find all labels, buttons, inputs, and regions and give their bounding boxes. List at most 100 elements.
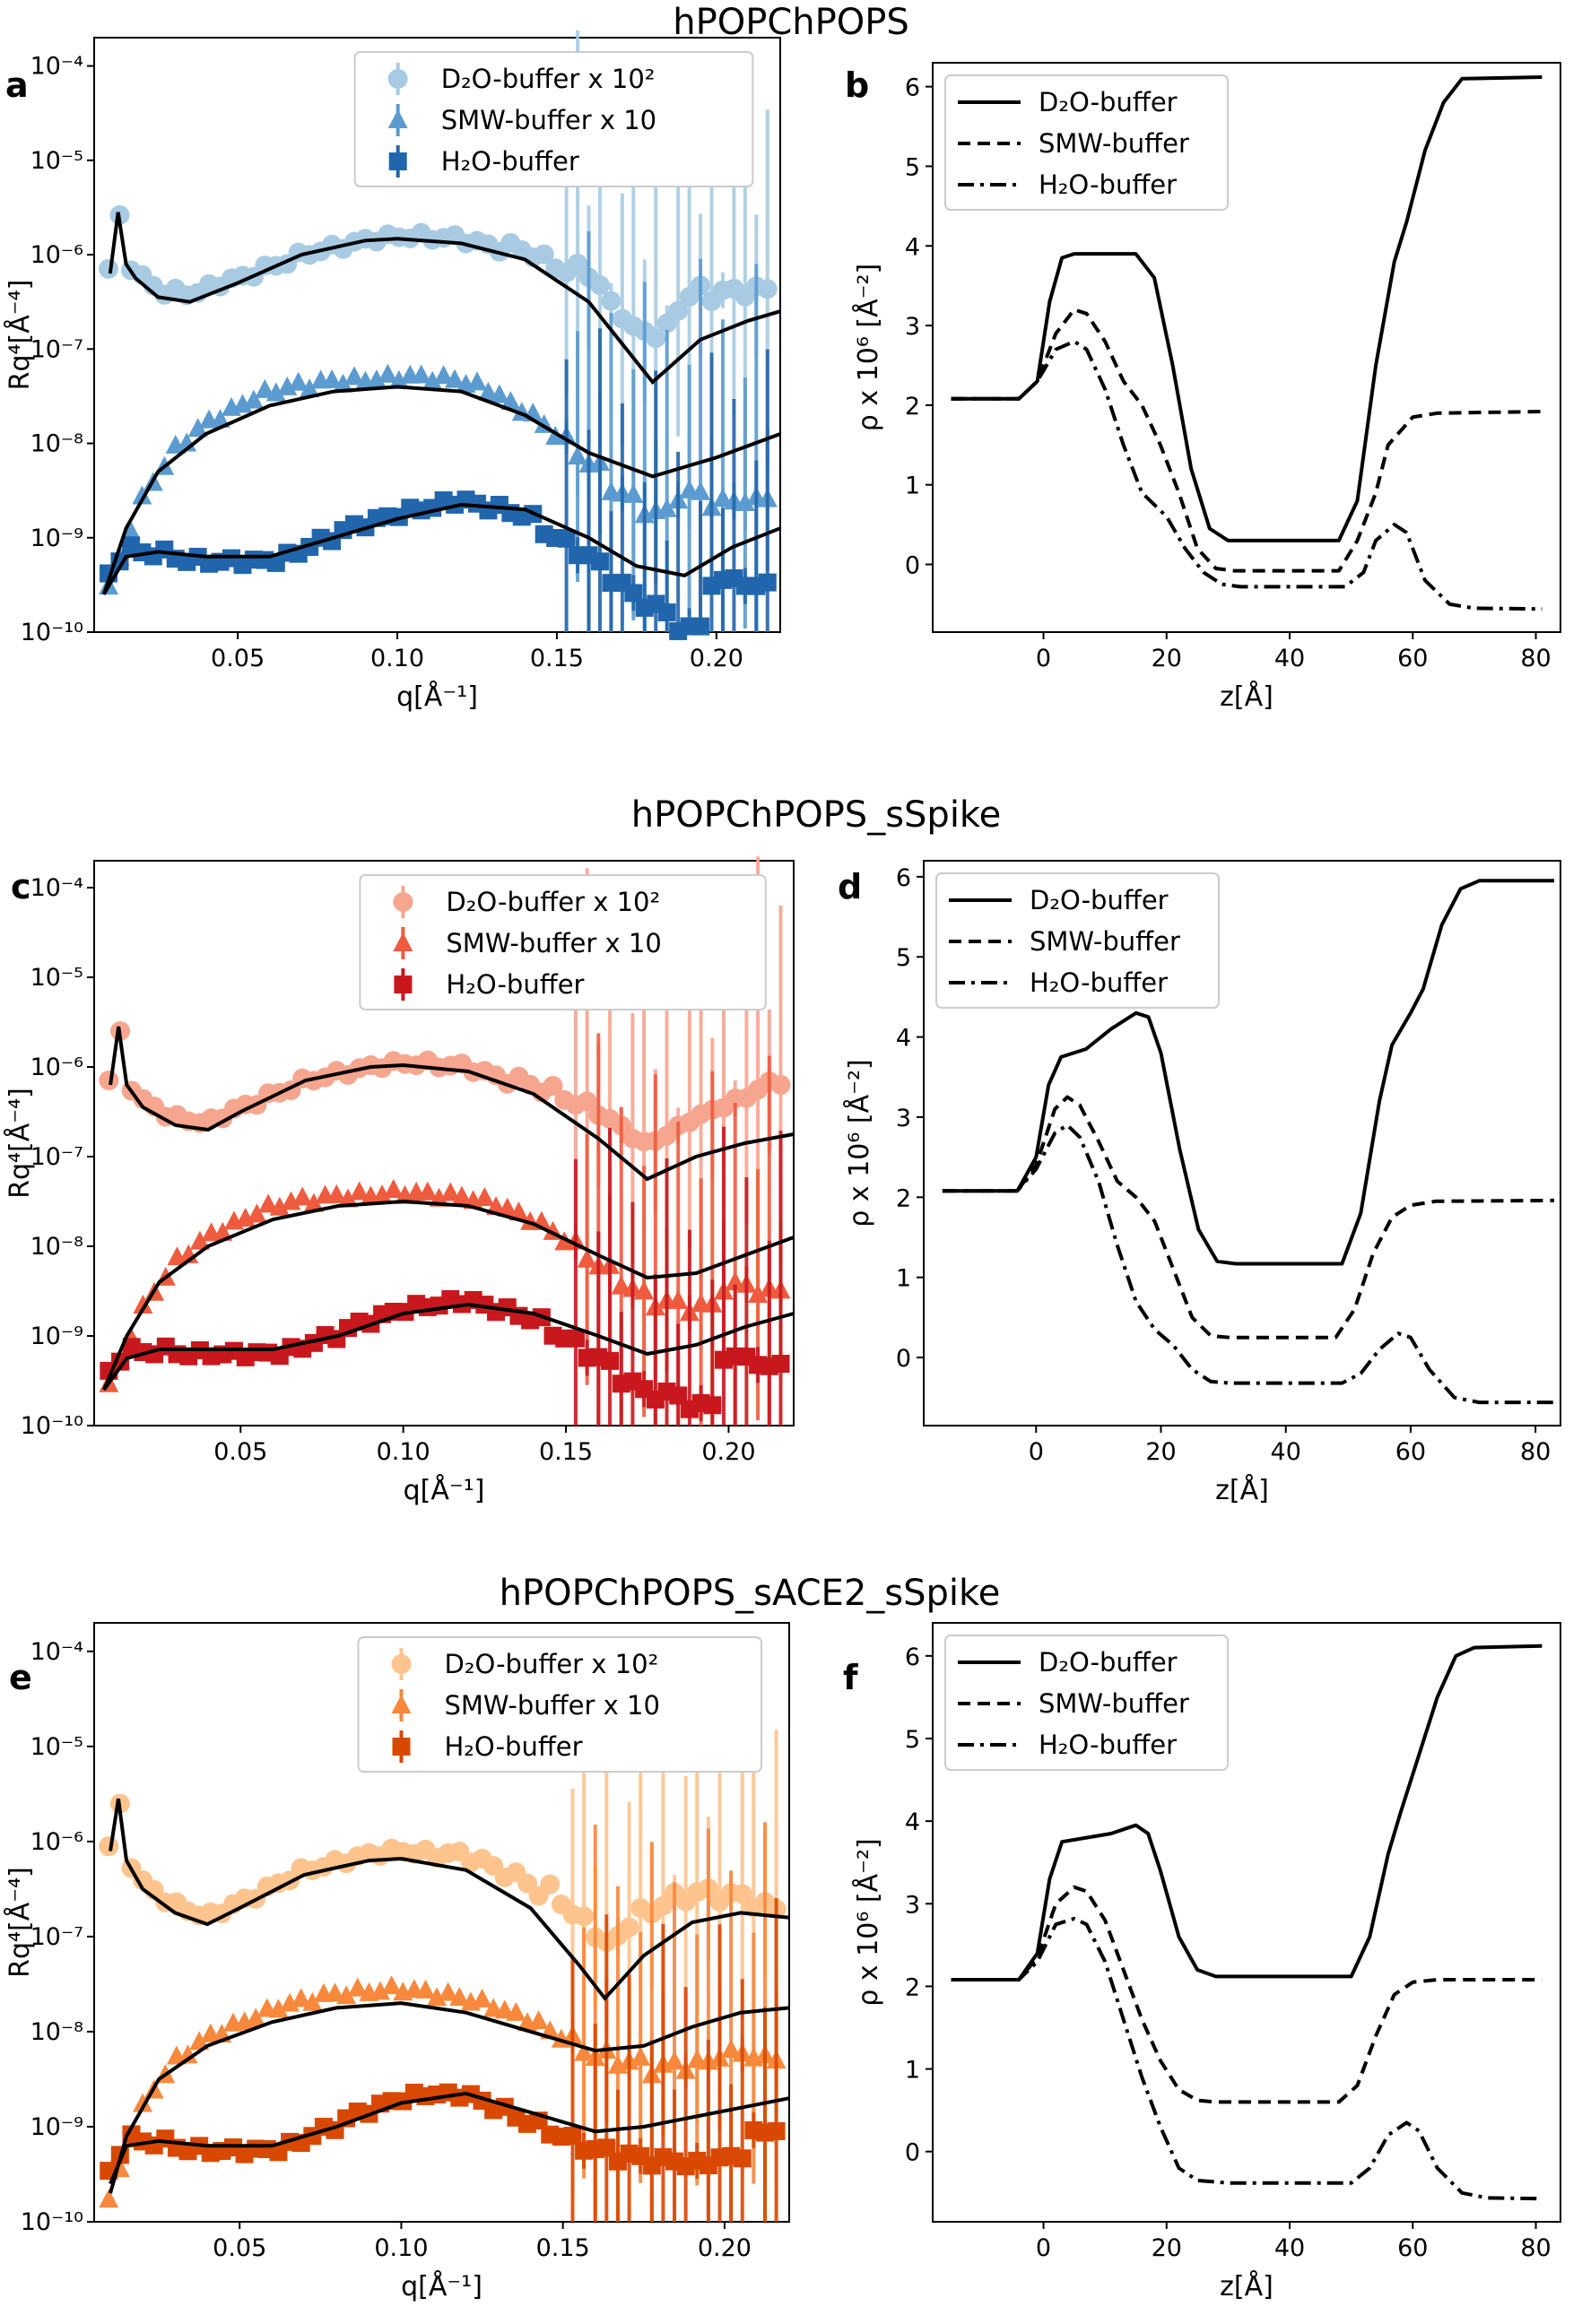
d2o-fit-line — [109, 1026, 795, 1182]
smw-data-point — [388, 369, 409, 389]
x-axis-label: z[Å] — [1220, 681, 1273, 713]
h2o-fit-line — [102, 1302, 795, 1392]
panel-e-letter: e — [9, 1658, 32, 1697]
smw-data-point — [472, 1988, 492, 2007]
y-tick-label: 10⁻⁹ — [30, 2113, 83, 2141]
h2o-data-point — [597, 2138, 616, 2157]
smw-data-point — [623, 483, 644, 503]
plot-frame — [93, 1622, 790, 2223]
d2o-data-point — [574, 1906, 595, 1927]
y-tick-label: 10⁻⁵ — [30, 147, 83, 175]
legend-label: H₂O-buffer — [445, 1731, 583, 1762]
smw-data-point — [451, 1185, 472, 1205]
y-tick-label: 10⁻⁴ — [30, 53, 83, 81]
y-tick-label: 4 — [896, 1025, 911, 1053]
y-tick-label: 10⁻⁷ — [30, 335, 83, 363]
smw-data-point — [574, 2042, 595, 2061]
h2o-data-point — [657, 603, 676, 621]
y-axis-label: Rq⁴[Å⁻⁴] — [4, 1867, 36, 1978]
legend-marker — [388, 152, 407, 170]
panel-a-letter: a — [5, 65, 29, 105]
smw-data-point — [300, 378, 320, 398]
y-axis-label: ρ x 10⁶ [Å⁻²] — [852, 1838, 884, 2006]
d2o-data-point — [99, 258, 119, 279]
h2o-data-point — [563, 2126, 582, 2145]
x-tick-label: 20 — [1152, 2234, 1182, 2262]
x-tick-label: 60 — [1397, 645, 1428, 672]
smw-data-point — [478, 381, 499, 401]
plot-frame — [932, 1622, 1561, 2223]
x-tick-label: 0.10 — [374, 2234, 428, 2262]
smw-data-point — [489, 384, 509, 403]
smw-data-point — [500, 391, 521, 411]
y-tick-label: 10⁻⁸ — [30, 2018, 83, 2046]
legend-frame — [944, 1635, 1229, 1771]
y-axis-label: Rq⁴[Å⁻⁴] — [4, 280, 36, 391]
smw-data-point — [210, 409, 230, 429]
legend-marker — [393, 892, 413, 912]
smw-data-point — [133, 1295, 153, 1314]
d2o-data-point — [577, 1091, 597, 1112]
h2o-fit-line — [109, 2091, 790, 2185]
legend: D₂O-buffer x 10² SMW-buffer x 10 H₂O-buffe… — [357, 1636, 762, 1773]
smw-data-point — [366, 369, 387, 389]
smw-fit-line — [101, 385, 781, 595]
legend-label: D₂O-buffer x 10² — [441, 64, 656, 94]
panel-b-letter: b — [845, 65, 869, 105]
x-tick-label: 0.15 — [530, 645, 584, 672]
h2o-data-point — [669, 1386, 688, 1405]
y-tick-label: 10⁻⁴ — [30, 874, 83, 902]
x-tick-label: 0.20 — [701, 1438, 755, 1466]
panel-c-letter: c — [11, 867, 31, 906]
smw-data-point — [133, 2093, 153, 2112]
smw-data-point — [417, 1181, 438, 1201]
d2o-profile-line — [951, 75, 1543, 542]
h2o-data-series — [100, 1126, 790, 1426]
y-tick-label: 10⁻⁴ — [30, 1638, 83, 1666]
y-tick-label: 2 — [896, 1184, 911, 1212]
legend-marker — [392, 1738, 411, 1756]
x-tick-label: 20 — [1145, 1438, 1176, 1466]
smw-data-point — [508, 1201, 529, 1221]
x-tick-label: 0.20 — [698, 2234, 752, 2262]
smw-data-point — [322, 369, 343, 388]
y-tick-label: 10⁻⁶ — [30, 241, 83, 269]
x-tick-label: 80 — [1520, 645, 1551, 672]
x-tick-label: 0.10 — [377, 1438, 430, 1466]
d2o-data-point — [653, 1895, 674, 1916]
smw-data-point — [288, 371, 309, 391]
legend-label: D₂O-buffer — [1039, 1647, 1178, 1678]
smw-data-point — [303, 1192, 324, 1212]
y-tick-label: 10⁻¹⁰ — [21, 2208, 83, 2236]
legend-marker — [387, 69, 408, 89]
x-tick-label: 0.05 — [213, 2234, 266, 2262]
smw-data-point — [494, 1999, 515, 2019]
smw-data-point — [568, 446, 588, 465]
d2o-data-point — [732, 1884, 752, 1904]
d2o-data-point — [619, 1917, 639, 1938]
d2o-data-point — [540, 1874, 561, 1895]
legend: D₂O-buffer x 10² SMW-buffer x 10 H₂O-buffe… — [353, 51, 754, 187]
smw-profile-line — [942, 1095, 1555, 1340]
smw-data-point — [383, 1179, 404, 1199]
x-tick-label: 40 — [1274, 2234, 1305, 2262]
row-2-title: hPOPChPOPS_sSpike — [631, 794, 1002, 836]
x-tick-label: 0.20 — [690, 645, 743, 672]
smw-data-point — [269, 1196, 290, 1216]
d2o-data-point — [568, 253, 588, 273]
smw-data-point — [748, 1284, 769, 1304]
smw-data-point — [178, 2044, 198, 2064]
y-tick-label: 10⁻⁸ — [30, 430, 83, 458]
x-tick-label: 60 — [1395, 1438, 1426, 1466]
x-tick-label: 0.15 — [536, 2234, 590, 2262]
y-tick-label: 4 — [905, 233, 920, 261]
smw-fit-line — [109, 2001, 790, 2194]
smw-data-point — [132, 485, 152, 505]
smw-data-series — [99, 1033, 791, 1426]
smw-profile-line — [951, 1885, 1543, 2104]
smw-data-point — [630, 2046, 651, 2066]
plot-frame — [93, 37, 781, 633]
y-tick-label: 0 — [896, 1345, 911, 1373]
x-tick-label: 0.10 — [370, 645, 424, 672]
